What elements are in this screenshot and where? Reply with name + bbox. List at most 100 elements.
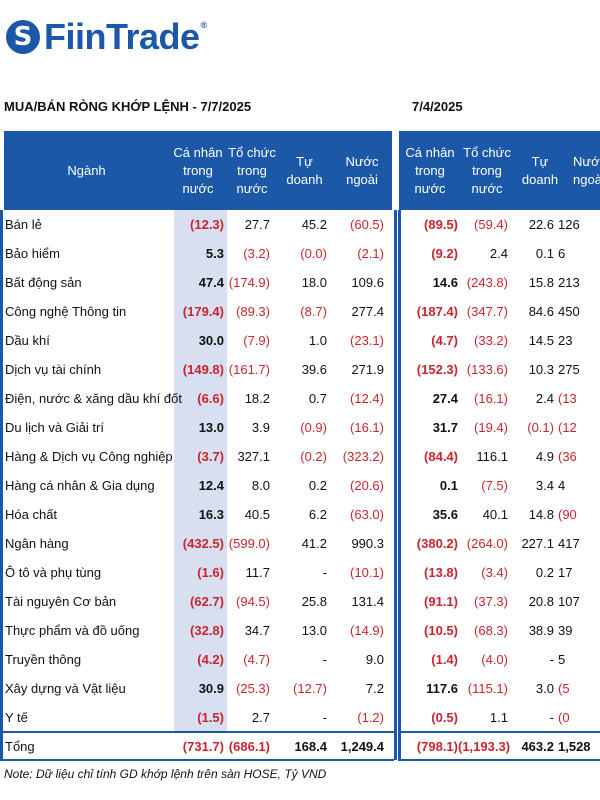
value-institution-right: 40.1 xyxy=(482,507,508,522)
value-individual-right: 14.6 xyxy=(432,275,458,290)
table-row: Bán lẻ (12.3) 27.7 45.2 (60.5) (89.5) (59.4) 22… xyxy=(0,210,600,239)
sector-name: Truyền thông xyxy=(5,652,82,667)
value-institution: 40.5 xyxy=(244,507,270,522)
sector-name: Y tế xyxy=(5,710,28,725)
value-individual-right: (1.4) xyxy=(431,652,458,667)
header-proprietary: Tự doanh xyxy=(286,153,323,187)
value-individual: 12.4 xyxy=(198,478,224,493)
total-institution-right: (1,193.3) xyxy=(458,739,511,754)
value-institution-right: (33.2) xyxy=(474,333,508,348)
value-institution: (161.7) xyxy=(228,362,270,377)
value-foreign-right: 17 xyxy=(558,565,573,580)
value-institution: 2.7 xyxy=(251,710,270,725)
value-proprietary: 13.0 xyxy=(301,623,327,638)
footnote: Note: Dữ liệu chỉ tính GD khớp lệnh trên… xyxy=(4,767,327,781)
sector-name: Dầu khí xyxy=(5,333,50,348)
value-foreign-right: (0 xyxy=(558,710,570,725)
value-institution-right: (3.4) xyxy=(481,565,508,580)
value-institution-right: 1.1 xyxy=(489,710,508,725)
value-institution: 34.7 xyxy=(244,623,270,638)
left-section-title: MUA/BÁN RÒNG KHỚP LỆNH - 7/7/2025 xyxy=(4,99,252,114)
total-proprietary: 168.4 xyxy=(294,739,327,754)
value-institution-right: (115.1) xyxy=(467,681,508,696)
value-institution: (89.3) xyxy=(236,304,270,319)
registered-mark: ® xyxy=(200,20,208,30)
value-institution-right: (7.5) xyxy=(481,478,508,493)
sector-name: Bán lẻ xyxy=(5,217,42,232)
value-proprietary: 18.0 xyxy=(301,275,327,290)
total-foreign-right: 1,528 xyxy=(558,739,591,754)
value-individual-right: (84.4) xyxy=(424,449,458,464)
value-proprietary-right: - xyxy=(549,710,554,725)
value-foreign-right: 213 xyxy=(558,275,580,290)
value-proprietary: (0.9) xyxy=(300,420,327,435)
table-row: Truyền thông (4.2) (4.7) -9.0 (1.4) (4.0) -5 xyxy=(0,645,600,674)
value-proprietary-right: 0.1 xyxy=(535,246,554,261)
value-institution-right: 2.4 xyxy=(489,246,508,261)
value-proprietary: (0.2) xyxy=(300,449,327,464)
value-individual-right: (89.5) xyxy=(424,217,458,232)
total-institution: (686.1) xyxy=(228,739,270,754)
value-foreign: 990.3 xyxy=(351,536,384,551)
value-institution-right: (133.6) xyxy=(466,362,508,377)
value-individual: (32.8) xyxy=(190,623,224,638)
value-individual: (12.3) xyxy=(190,217,224,232)
left-table-header: Ngành Cá nhân trong nước Tổ chức trong n… xyxy=(4,131,392,210)
value-institution-right: (37.3) xyxy=(474,594,508,609)
left-border xyxy=(0,210,3,760)
value-foreign-right: 23 xyxy=(558,333,573,348)
value-individual-right: (152.3) xyxy=(416,362,458,377)
table-row: Hàng cá nhân & Gia dụng 12.4 8.0 0.2 (20.6) 0… xyxy=(0,471,600,500)
value-foreign-right: 39 xyxy=(558,623,573,638)
total-rule-right xyxy=(398,731,600,733)
value-proprietary: 1.0 xyxy=(308,333,327,348)
table-row: Bảo hiểm 5.3 (3.2) (0.0) (2.1) (9.2) 2.4 0.1 6 xyxy=(0,239,600,268)
header-sector: Ngành xyxy=(67,162,106,178)
sector-name: Điện, nước & xăng dầu khí đốt xyxy=(5,391,182,406)
individual-column-highlight xyxy=(174,210,227,732)
right-table-header: Cá nhân trong nước Tổ chức trong nước Tự… xyxy=(399,131,600,210)
value-individual-right: 117.6 xyxy=(426,681,458,696)
value-foreign: (60.5) xyxy=(350,217,384,232)
value-individual-right: (10.5) xyxy=(424,623,458,638)
total-row: Tổng (731.7) (686.1) 168.4 1,249.4 (798.… xyxy=(0,733,600,760)
value-proprietary: 6.2 xyxy=(308,507,327,522)
value-proprietary: - xyxy=(322,652,327,667)
table-row: Công nghệ Thông tin (179.4) (89.3) (8.7) 277… xyxy=(0,297,600,326)
value-proprietary: - xyxy=(322,710,327,725)
value-institution-right: 116.1 xyxy=(476,449,508,464)
value-individual-right: (380.2) xyxy=(416,536,458,551)
total-proprietary-right: 463.2 xyxy=(521,739,554,754)
value-foreign: (10.1) xyxy=(350,565,384,580)
value-proprietary-right: 0.2 xyxy=(535,565,554,580)
value-institution-right: (243.8) xyxy=(466,275,508,290)
value-foreign-right: (90 xyxy=(558,507,577,522)
table-row: Hàng & Dịch vụ Công nghiệp (3.7) 327.1 (0.2… xyxy=(0,442,600,471)
value-proprietary: 41.2 xyxy=(301,536,327,551)
value-individual: (62.7) xyxy=(190,594,224,609)
value-foreign: (63.0) xyxy=(350,507,384,522)
value-individual-right: (187.4) xyxy=(416,304,458,319)
value-institution: 11.7 xyxy=(245,565,270,580)
value-individual-right: (13.8) xyxy=(424,565,458,580)
header-institution-right: Tổ chức trong nước xyxy=(463,144,511,196)
total-foreign: 1,249.4 xyxy=(340,739,384,754)
value-individual-right: (9.2) xyxy=(431,246,458,261)
value-institution-right: (347.7) xyxy=(466,304,508,319)
value-individual-right: 31.7 xyxy=(432,420,458,435)
value-foreign: (14.9) xyxy=(350,623,384,638)
value-foreign: 9.0 xyxy=(365,652,384,667)
value-individual: 5.3 xyxy=(205,246,224,261)
value-foreign-right: 4 xyxy=(558,478,566,493)
value-individual: 30.0 xyxy=(198,333,224,348)
value-institution: 8.0 xyxy=(251,478,270,493)
value-foreign: (1.2) xyxy=(357,710,384,725)
header-institution: Tổ chức trong nước xyxy=(228,144,276,196)
total-label: Tổng xyxy=(5,739,35,754)
total-individual-right: (798.1) xyxy=(416,739,458,754)
value-foreign-right: 107 xyxy=(558,594,580,609)
value-proprietary-right: 38.9 xyxy=(528,623,554,638)
value-proprietary-right: 22.6 xyxy=(528,217,554,232)
header-individual-right: Cá nhân trong nước xyxy=(405,144,455,196)
value-individual: (179.4) xyxy=(182,304,224,319)
